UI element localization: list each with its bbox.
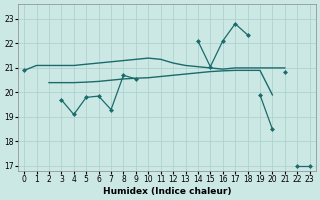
X-axis label: Humidex (Indice chaleur): Humidex (Indice chaleur) bbox=[103, 187, 231, 196]
